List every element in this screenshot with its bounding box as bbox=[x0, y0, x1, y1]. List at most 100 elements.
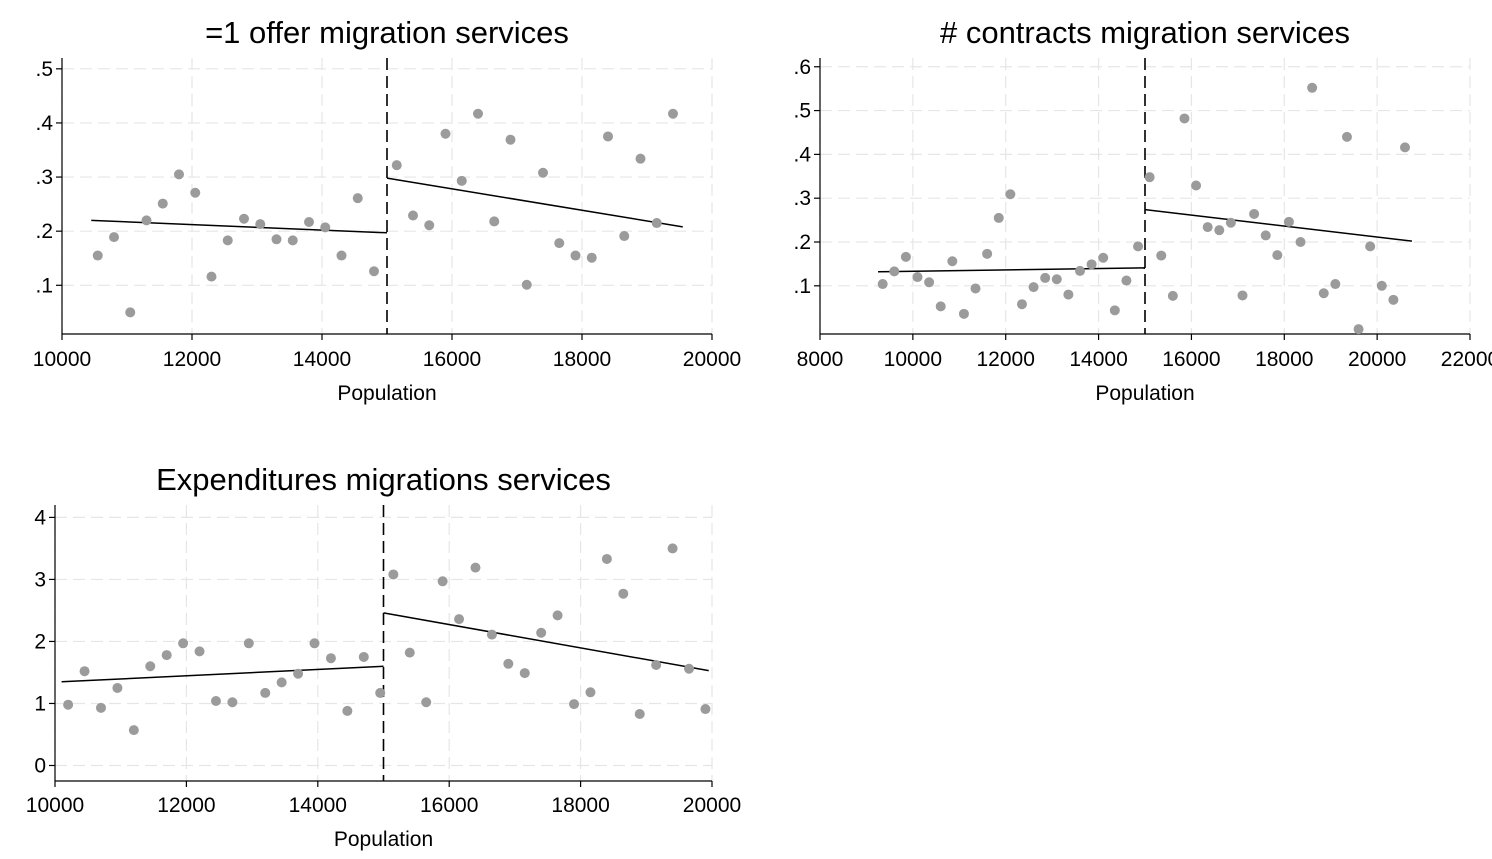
data-point bbox=[293, 668, 304, 679]
x-tick-label: 10000 bbox=[33, 348, 91, 371]
y-tick-label: .2 bbox=[35, 220, 53, 243]
data-point bbox=[1341, 131, 1352, 142]
x-tick-label: 20000 bbox=[1348, 348, 1406, 371]
y-tick-label: .1 bbox=[35, 274, 53, 297]
data-point bbox=[470, 562, 481, 573]
data-point bbox=[619, 231, 630, 242]
x-axis-label: Population bbox=[334, 828, 433, 851]
data-point bbox=[190, 187, 201, 198]
data-point bbox=[519, 668, 530, 679]
data-point bbox=[877, 279, 888, 290]
data-point bbox=[603, 131, 613, 142]
data-point bbox=[239, 213, 249, 224]
data-point bbox=[145, 661, 156, 672]
fit-line bbox=[386, 177, 683, 228]
data-point bbox=[408, 210, 418, 221]
data-point bbox=[352, 193, 363, 204]
data-point bbox=[1144, 172, 1155, 183]
y-tick-label: .3 bbox=[35, 166, 53, 189]
data-point bbox=[255, 219, 266, 230]
x-axis-label: Population bbox=[1095, 382, 1194, 405]
data-point bbox=[437, 576, 448, 587]
fit-line bbox=[61, 665, 384, 683]
x-tick-label: 18000 bbox=[1255, 348, 1313, 371]
data-point bbox=[889, 266, 900, 277]
data-point bbox=[521, 279, 532, 290]
x-tick-label: 22000 bbox=[1441, 348, 1492, 371]
data-point bbox=[958, 308, 969, 319]
y-tick-label: 2 bbox=[34, 630, 46, 653]
data-point bbox=[1330, 279, 1341, 290]
data-point bbox=[651, 660, 662, 671]
x-axis-label: Population bbox=[337, 382, 436, 405]
data-point bbox=[1260, 230, 1271, 241]
data-point bbox=[489, 216, 500, 227]
data-point bbox=[1353, 324, 1364, 335]
data-point bbox=[993, 212, 1004, 223]
data-point bbox=[174, 169, 184, 180]
data-point bbox=[900, 251, 911, 262]
data-point bbox=[109, 232, 119, 243]
data-point bbox=[404, 647, 415, 658]
data-point bbox=[1307, 82, 1318, 93]
x-tick-label: 14000 bbox=[289, 794, 347, 817]
data-point bbox=[260, 687, 271, 698]
x-tick-label: 10000 bbox=[884, 348, 942, 371]
data-point bbox=[503, 658, 514, 669]
data-point bbox=[1283, 216, 1294, 227]
data-point bbox=[1225, 217, 1236, 228]
data-point bbox=[554, 238, 565, 249]
data-point bbox=[1179, 113, 1190, 124]
data-point bbox=[141, 215, 152, 226]
data-point bbox=[684, 663, 695, 674]
data-point bbox=[1214, 225, 1225, 236]
data-point bbox=[320, 222, 331, 233]
data-point bbox=[1156, 250, 1167, 261]
data-point bbox=[1365, 241, 1376, 252]
data-point bbox=[63, 699, 74, 710]
y-tick-label: .5 bbox=[793, 100, 811, 123]
y-tick-label: .4 bbox=[793, 143, 811, 166]
fit-line bbox=[91, 219, 388, 234]
chart-title: =1 offer migration services bbox=[205, 15, 569, 50]
data-point bbox=[947, 256, 958, 267]
data-point bbox=[586, 252, 597, 263]
y-tick-label: 3 bbox=[34, 568, 46, 591]
data-point bbox=[536, 627, 547, 638]
data-point bbox=[552, 610, 563, 621]
data-point bbox=[538, 167, 548, 178]
data-point bbox=[505, 134, 516, 145]
data-point bbox=[369, 266, 379, 277]
data-point bbox=[1098, 252, 1109, 263]
data-point bbox=[178, 638, 189, 649]
data-point bbox=[125, 307, 136, 318]
data-point bbox=[1075, 265, 1085, 276]
chart-title: # contracts migration services bbox=[940, 15, 1350, 50]
x-tick-label: 18000 bbox=[551, 794, 609, 817]
data-point bbox=[388, 569, 399, 580]
data-point bbox=[1086, 259, 1097, 270]
x-tick-label: 10000 bbox=[26, 794, 84, 817]
data-point bbox=[454, 614, 465, 625]
data-point bbox=[1005, 189, 1016, 200]
data-point bbox=[1202, 222, 1213, 233]
data-point bbox=[358, 651, 369, 662]
data-point bbox=[912, 272, 923, 283]
data-point bbox=[325, 653, 336, 664]
data-point bbox=[440, 128, 451, 139]
data-point bbox=[271, 234, 282, 245]
x-tick-label: 14000 bbox=[293, 348, 351, 371]
data-point bbox=[391, 160, 402, 171]
y-tick-label: 1 bbox=[34, 692, 46, 715]
data-point bbox=[424, 220, 435, 231]
y-tick-label: .4 bbox=[35, 112, 53, 135]
data-point bbox=[935, 301, 946, 312]
data-point bbox=[79, 666, 90, 677]
data-point bbox=[95, 702, 106, 713]
data-point bbox=[421, 697, 432, 708]
data-point bbox=[210, 695, 221, 706]
data-point bbox=[206, 271, 217, 282]
data-point bbox=[128, 725, 139, 736]
data-point bbox=[287, 235, 298, 246]
